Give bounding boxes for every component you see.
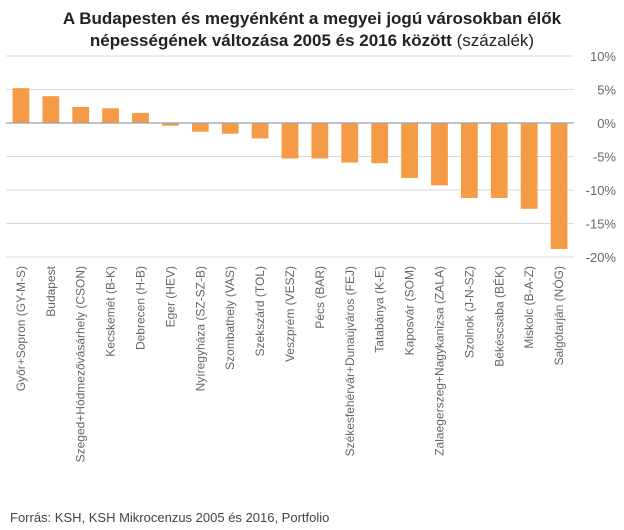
- y-tick-label: -20%: [586, 250, 617, 265]
- category-label: Miskolc (B-A-Z): [522, 266, 536, 349]
- category-label: Zalaegerszeg+Nagykanizsa (ZALA): [432, 266, 446, 456]
- category-label: Eger (HEV): [163, 266, 177, 327]
- title-line-1: A Budapesten és megyénként a megyei jogú…: [62, 9, 562, 28]
- category-label: Pécs (BAR): [313, 266, 327, 329]
- bar: [102, 108, 120, 123]
- category-label: Kecskemét (B-K): [104, 266, 118, 357]
- chart-title: A Budapesten és megyénként a megyei jogú…: [0, 8, 624, 52]
- category-label: Békéscsaba (BÉK): [491, 266, 506, 367]
- bar: [311, 123, 329, 159]
- bar: [42, 96, 60, 123]
- y-tick-label: 0%: [597, 116, 616, 131]
- y-tick-label: -10%: [586, 183, 617, 198]
- category-label: Szolnok (J-N-SZ): [462, 266, 476, 358]
- category-label: Debrecen (H-B): [134, 266, 148, 350]
- y-tick-label: -15%: [586, 217, 617, 232]
- bar: [520, 123, 538, 209]
- bar: [132, 112, 149, 123]
- category-label: Szekszárd (TOL): [253, 266, 267, 356]
- category-label: Szombathely (VAS): [223, 266, 237, 370]
- bar: [550, 123, 568, 249]
- bar: [431, 123, 448, 186]
- bar: [341, 123, 359, 163]
- y-tick-label: -5%: [593, 150, 617, 165]
- bar: [490, 123, 508, 199]
- y-tick-label: 5%: [597, 83, 616, 98]
- bar: [281, 123, 299, 159]
- source-note: Forrás: KSH, KSH Mikrocenzus 2005 és 201…: [10, 510, 330, 525]
- category-label: Szeged+Hódmezővásárhely (CSON): [74, 266, 88, 462]
- y-tick-label: 10%: [590, 49, 616, 64]
- bar-chart: 10% 5% 0% -5% -10% -15% -20% Győr+Sopron (GY-M-…: [6, 49, 617, 462]
- bar: [371, 123, 389, 164]
- category-label: Salgótarján (NÓG): [551, 266, 566, 365]
- bar: [221, 123, 239, 134]
- bar: [12, 88, 30, 123]
- bar: [251, 123, 269, 139]
- bar: [191, 123, 209, 132]
- category-label: Veszprém (VESZ): [283, 266, 297, 362]
- title-line-2: népességének változása 2005 és 2016 közö…: [89, 31, 535, 50]
- category-label: Székesfehérvár+Dunaújváros (FEJ): [343, 266, 357, 456]
- bar: [162, 123, 179, 126]
- bar: [401, 123, 418, 178]
- category-label: Győr+Sopron (GY-M-S): [14, 266, 28, 391]
- category-label: Nyíregyháza (SZ-SZ-B): [193, 266, 207, 391]
- bar: [72, 106, 90, 123]
- category-label: Budapest: [44, 265, 58, 316]
- title-unit: (százalék): [456, 31, 535, 50]
- category-label: Tatabánya (K-E): [373, 266, 387, 353]
- category-label: Kaposvár (SOM): [403, 266, 417, 355]
- bar: [460, 123, 478, 199]
